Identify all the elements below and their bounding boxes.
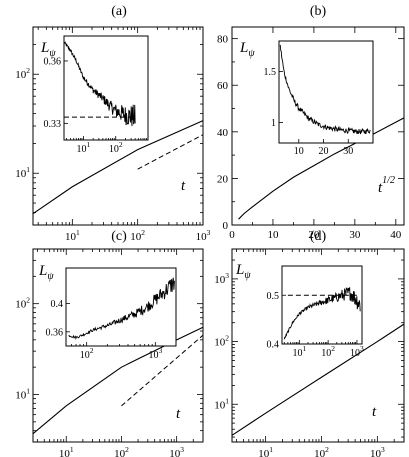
inset-x-tick-label: 103 [148,346,162,361]
y-tick-label: 103 [214,271,229,286]
y-tick-label: 101 [214,396,229,411]
inset-plot: 102 103 0.4 0.36 [46,267,177,361]
y-axis-label: Lψ [235,262,251,281]
inset-x-tick-label: 101 [292,344,306,359]
inset-frame [65,267,177,347]
y-axis-label: Lψ [40,40,56,59]
y-tick-label: 101 [15,165,30,180]
panel-label: (c) [111,229,127,244]
inset-data-curve [63,41,136,127]
inset-x-tick-label: 101 [77,140,91,155]
x-tick-label: 103 [370,445,385,457]
x-tick-label: 103 [169,445,184,457]
y-tick-label: 20 [217,173,229,185]
panel-d: (d) 101 102 103 101 102 103 Lψ t 101 102 103 0.5 0.4 [214,229,405,457]
reference-slope-line [137,134,204,170]
inset-plot: 101 102 0.36 0.33 [44,35,149,155]
inset-x-tick-label: 30 [343,146,353,157]
axes-frame [231,26,405,226]
inset-y-tick-label: 0.4 [267,340,280,351]
y-tick-label: 102 [15,296,30,311]
inset-x-tick-label: 103 [350,344,364,359]
panel-label: (a) [111,4,127,19]
x-axis-label: t [181,178,186,194]
y-tick-label: 102 [214,334,229,349]
inset-data-curve [68,277,175,341]
inset-x-tick-label: 102 [321,344,335,359]
x-tick-label: 10 [267,229,279,241]
data-series-line [231,323,405,436]
x-tick-label: 102 [114,445,129,457]
inset-y-tick-label: 0.5 [267,291,280,302]
x-tick-label: 101 [59,445,74,457]
x-axis-label: t [372,404,377,420]
data-series-line [32,326,204,435]
x-tick-label: 40 [390,229,402,241]
y-tick-label: 80 [217,34,229,46]
y-tick-label: 0 [223,220,229,232]
inset-data-curve [283,286,361,340]
panel-label: (b) [310,4,327,19]
x-tick-label: 102 [314,445,329,457]
panel-a: (a) 101 102 103 101 102 Lψ t 101 102 0.36 0.33 [15,4,210,243]
inset-data-curve [279,44,371,135]
inset-plot: 101 102 103 0.5 0.4 [267,265,364,359]
inset-y-tick-label: 0.36 [46,327,64,338]
data-series-line [32,120,204,215]
inset-y-tick-label: 0.36 [44,56,62,67]
x-tick-label: 103 [196,228,211,243]
x-tick-label: 20 [308,229,320,241]
y-tick-label: 101 [15,387,30,402]
x-tick-label: 101 [258,445,273,457]
panel-label: (d) [310,229,327,244]
y-tick-label: 60 [217,80,229,92]
inset-y-tick-label: 0.33 [44,119,62,130]
panel-b: (b) 0 10 20 30 40 0 20 40 60 80 Lψ t1/2 10 20 30 1.5 1 [217,4,405,241]
panel-c: (c) 101 102 103 101 102 Lψ t 102 103 0.4 0.36 [15,229,204,457]
inset-y-tick-label: 0.4 [51,299,64,310]
axes-frame [231,248,405,443]
inset-x-tick-label: 20 [319,146,329,157]
inset-y-tick-label: 1 [271,118,276,129]
axes-frame [32,248,204,443]
x-tick-label: 101 [65,228,80,243]
inset-x-tick-label: 102 [109,140,123,155]
y-axis-label: Lψ [239,40,255,59]
inset-x-tick-label: 10 [294,146,304,157]
y-tick-label: 40 [217,127,229,139]
inset-x-tick-label: 102 [80,346,94,361]
x-tick-label: 30 [349,229,361,241]
x-axis-label: t1/2 [378,175,395,196]
x-axis-label: t [176,406,181,422]
x-tick-label: 102 [130,228,145,243]
inset-y-tick-label: 1.5 [264,67,277,78]
y-axis-label: Lψ [38,263,54,282]
x-tick-label: 0 [229,229,235,241]
y-tick-label: 102 [15,66,30,81]
inset-frame [281,265,363,345]
inset-frame [63,35,149,141]
reference-slope-line [121,334,204,407]
inset-plot: 10 20 30 1.5 1 [264,40,374,157]
